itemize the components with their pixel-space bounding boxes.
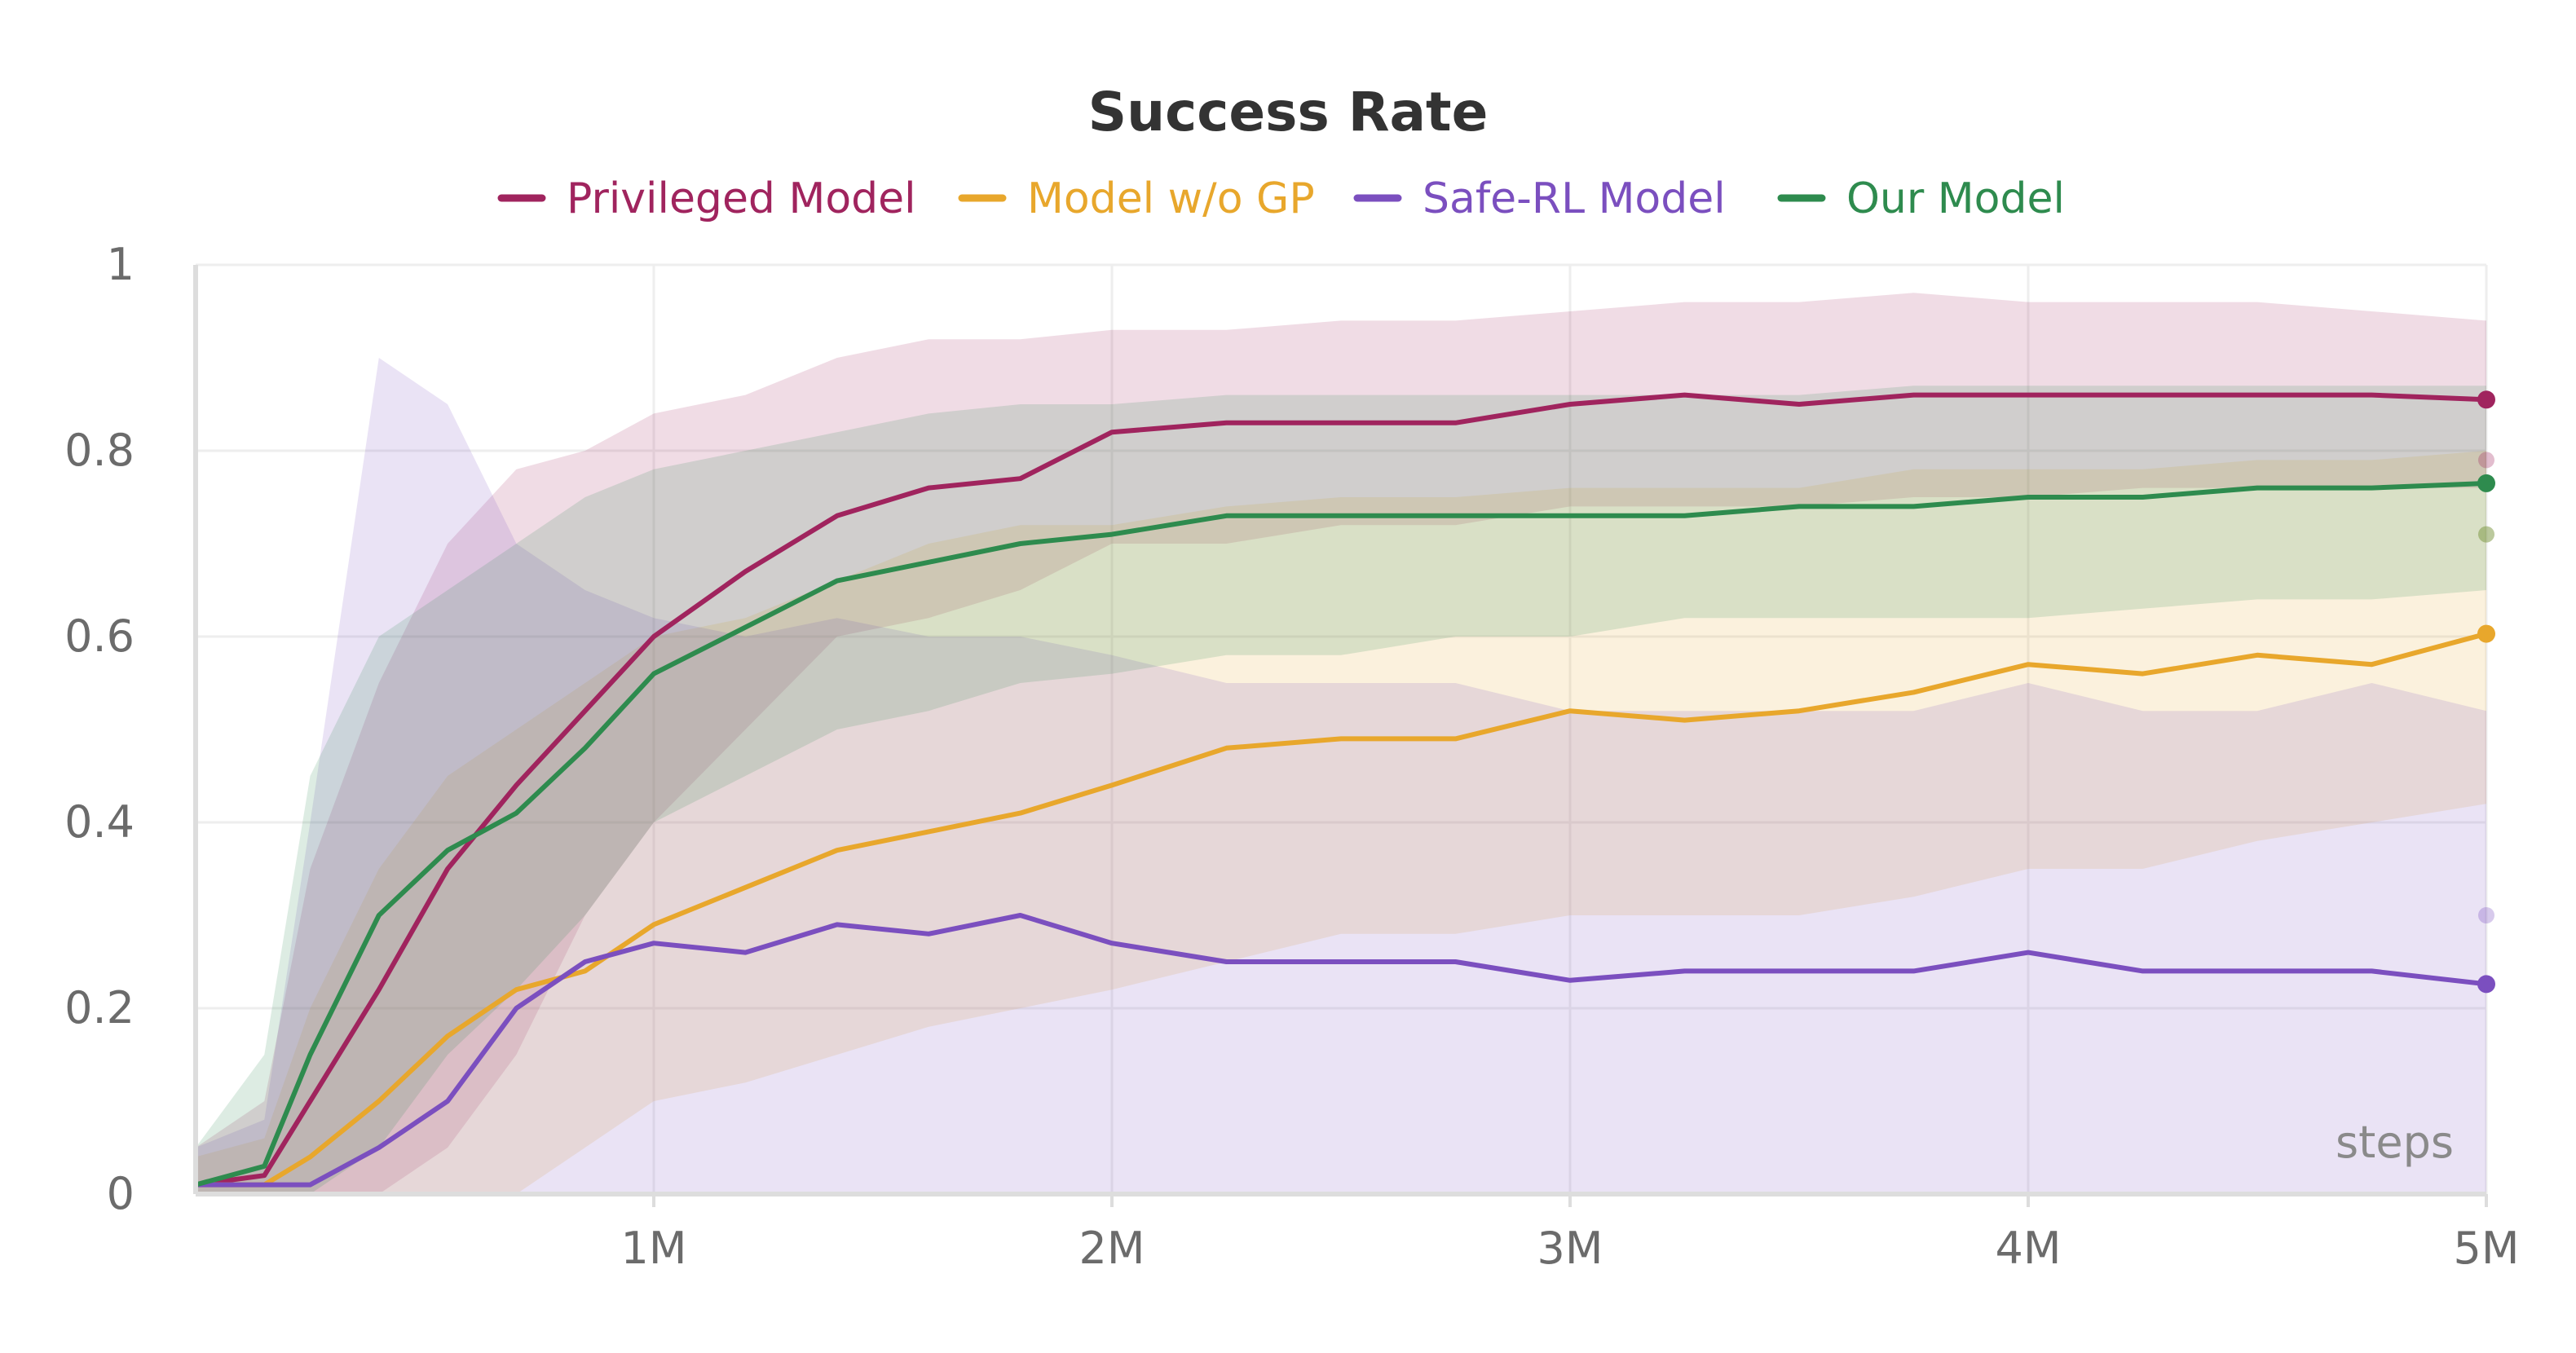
legend-label-our-model: Our Model [1846, 174, 2065, 223]
y-tick-label-4: 0.8 [64, 425, 135, 476]
axes [193, 265, 2488, 1207]
band-privileged-model [196, 293, 2486, 1195]
legend-label-safe-rl-model: Safe-RL Model [1423, 174, 1726, 223]
variance-bands [196, 293, 2486, 1195]
series-lines [193, 392, 2489, 1188]
x-tick-label-0: 1M [621, 1223, 687, 1274]
line-model-w-o-gp [193, 631, 2489, 1188]
legend-label-model-w-o-gp: Model w/o GP [1027, 174, 1315, 223]
band-safe-rl-model [196, 358, 2486, 1194]
chart-title: Success Rate [1088, 81, 1489, 143]
y-tick-label-0: 0 [107, 1168, 135, 1219]
x-tick-label-4: 5M [2454, 1223, 2520, 1274]
endpoint-faint-our-model [2478, 526, 2494, 543]
x-tick-label-1: 2M [1079, 1223, 1145, 1274]
line-our-model [193, 480, 2489, 1188]
y-tick-label-2: 0.4 [64, 796, 135, 848]
x-tick-label-3: 4M [1996, 1223, 2062, 1274]
line-privileged-model [193, 392, 2489, 1188]
x-tick-label-2: 3M [1537, 1223, 1603, 1274]
band-our-model [196, 386, 2486, 1194]
x-tick-labels: 1M 2M 3M 4M 5M [621, 1223, 2520, 1274]
x-axis-label: steps [2336, 1117, 2454, 1168]
endpoint-privileged-model [2477, 390, 2495, 409]
y-tick-label-3: 0.6 [64, 610, 135, 662]
y-tick-labels: 0 0.2 0.4 0.6 0.8 1 [64, 239, 135, 1219]
endpoint-model-w-o-gp [2477, 624, 2495, 643]
endpoint-faint-model-w-o-gp [2478, 526, 2494, 543]
band-model-w-o-gp [196, 451, 2486, 1194]
legend: Privileged Model Model w/o GP Safe-RL Mode… [497, 174, 2065, 223]
endpoint-faint-privileged-model [2478, 452, 2494, 469]
endpoint-faint-safe-rl-model [2478, 907, 2494, 923]
y-tick-label-1: 0.2 [64, 982, 135, 1033]
legend-label-privileged-model: Privileged Model [567, 174, 916, 223]
series-endpoints [2477, 390, 2495, 994]
endpoint-our-model [2477, 474, 2495, 492]
endpoint-safe-rl-model [2477, 975, 2495, 994]
y-tick-label-5: 1 [107, 239, 135, 290]
line-safe-rl-model [193, 913, 2489, 1188]
